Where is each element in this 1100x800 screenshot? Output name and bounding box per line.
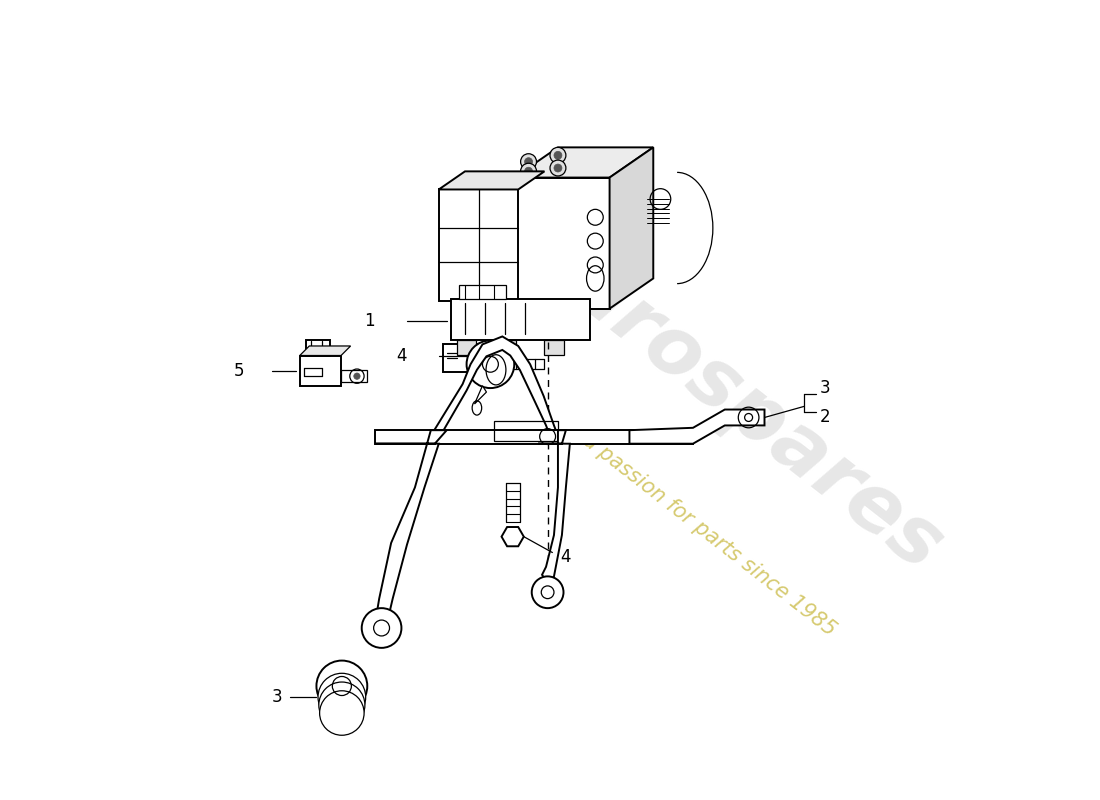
Text: a passion for parts since 1985: a passion for parts since 1985 xyxy=(579,430,839,640)
Text: 3: 3 xyxy=(821,379,830,397)
Text: 1: 1 xyxy=(364,311,375,330)
Circle shape xyxy=(466,341,515,388)
Polygon shape xyxy=(459,285,506,299)
Circle shape xyxy=(550,160,565,176)
Circle shape xyxy=(525,158,532,166)
Polygon shape xyxy=(439,171,544,190)
Polygon shape xyxy=(375,430,693,444)
Circle shape xyxy=(319,682,365,728)
Polygon shape xyxy=(629,410,764,444)
Circle shape xyxy=(531,576,563,608)
Text: 4: 4 xyxy=(396,347,407,366)
Polygon shape xyxy=(458,341,476,354)
Text: 3: 3 xyxy=(272,688,283,706)
Polygon shape xyxy=(497,341,516,354)
Circle shape xyxy=(362,608,402,648)
Polygon shape xyxy=(375,430,447,622)
Text: eurospares: eurospares xyxy=(508,213,957,587)
Polygon shape xyxy=(300,346,351,355)
Polygon shape xyxy=(415,337,558,436)
Polygon shape xyxy=(515,147,653,178)
Polygon shape xyxy=(544,341,563,354)
Text: 2: 2 xyxy=(821,409,830,426)
Circle shape xyxy=(320,690,364,735)
Circle shape xyxy=(317,661,367,711)
Circle shape xyxy=(520,163,537,179)
Polygon shape xyxy=(538,430,570,586)
Polygon shape xyxy=(515,178,609,309)
Circle shape xyxy=(550,147,565,163)
Polygon shape xyxy=(609,147,653,309)
Polygon shape xyxy=(341,370,367,382)
Polygon shape xyxy=(439,190,518,301)
Polygon shape xyxy=(451,299,590,341)
Polygon shape xyxy=(306,340,330,355)
Circle shape xyxy=(318,674,365,721)
Polygon shape xyxy=(474,386,486,404)
Circle shape xyxy=(354,373,360,379)
Text: 4: 4 xyxy=(560,547,571,566)
Circle shape xyxy=(525,167,532,175)
Circle shape xyxy=(554,164,562,172)
Text: 5: 5 xyxy=(233,362,244,380)
Polygon shape xyxy=(502,527,524,546)
Polygon shape xyxy=(472,351,494,377)
Circle shape xyxy=(520,154,537,170)
Polygon shape xyxy=(442,344,486,372)
Polygon shape xyxy=(300,355,341,386)
Circle shape xyxy=(554,151,562,159)
